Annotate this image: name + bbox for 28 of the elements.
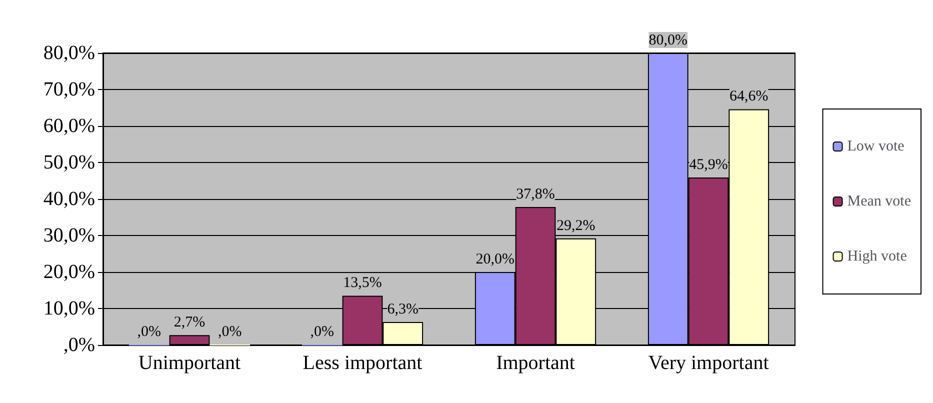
data-label: 2,7% <box>174 314 206 331</box>
data-label: 20,0% <box>476 252 515 268</box>
data-label: 80,0% <box>648 32 688 48</box>
y-tick-label: ,0% <box>63 334 95 356</box>
legend-label: Mean vote <box>847 194 912 210</box>
data-label: 13,5% <box>343 275 382 292</box>
data-label: 29,2% <box>556 218 596 234</box>
x-tick-label: Unimportant <box>138 352 242 374</box>
y-tick-label: 40,0% <box>43 188 95 210</box>
data-label: 64,6% <box>729 88 768 105</box>
x-tick-label: Less important <box>302 352 423 374</box>
y-tick-label: 50,0% <box>43 152 95 174</box>
x-tick-label: Important <box>496 352 576 374</box>
y-tick-label: 70,0% <box>43 78 95 100</box>
y-tick-label: 10,0% <box>43 298 95 320</box>
y-tick-label: 30,0% <box>43 224 95 246</box>
data-label: 37,8% <box>516 186 555 203</box>
data-label: ,0% <box>137 324 162 340</box>
data-label: 6,3% <box>387 302 418 318</box>
y-tick-label: 60,0% <box>43 115 95 137</box>
data-label: ,0% <box>218 324 242 340</box>
data-label: ,0% <box>310 324 334 340</box>
legend-label: Low vote <box>847 138 905 154</box>
x-tick-label: Very important <box>648 352 770 374</box>
y-tick-label: 20,0% <box>43 261 95 283</box>
data-label: 45,9% <box>689 156 728 173</box>
y-tick-label: 80,0% <box>43 42 95 64</box>
legend-label: High vote <box>847 248 908 264</box>
